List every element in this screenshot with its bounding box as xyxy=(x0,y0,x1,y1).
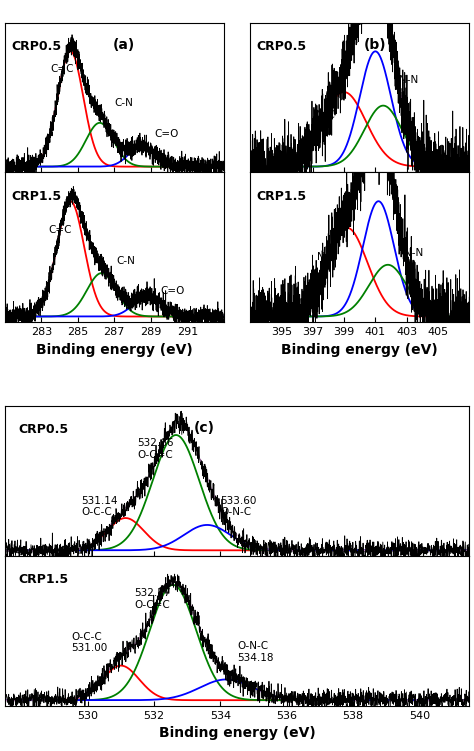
Text: N-C: N-C xyxy=(316,110,335,119)
Text: CRP0.5: CRP0.5 xyxy=(18,424,69,436)
Text: (a): (a) xyxy=(112,38,135,52)
Text: CRP0.5: CRP0.5 xyxy=(257,40,307,53)
Text: C=O: C=O xyxy=(155,129,179,140)
Text: O-C-C
531.00: O-C-C 531.00 xyxy=(71,632,107,653)
Text: 531.14
O-C-C: 531.14 O-C-C xyxy=(81,496,118,517)
Text: CRP1.5: CRP1.5 xyxy=(11,190,62,203)
Text: 532.57
O-C=C: 532.57 O-C=C xyxy=(134,588,171,610)
Text: N-N: N-N xyxy=(399,75,418,85)
Text: C=C: C=C xyxy=(48,225,72,235)
Text: C-N: C-N xyxy=(114,98,133,108)
Text: 533.60
O-N-C: 533.60 O-N-C xyxy=(220,496,257,517)
Text: C=C: C=C xyxy=(50,64,74,74)
X-axis label: Binding energy (eV): Binding energy (eV) xyxy=(282,342,438,357)
Text: N-C: N-C xyxy=(318,252,337,261)
Text: O-N-C
534.18: O-N-C 534.18 xyxy=(237,641,273,662)
Text: C-N: C-N xyxy=(116,256,135,266)
X-axis label: Binding energy (eV): Binding energy (eV) xyxy=(159,726,315,740)
Text: (b): (b) xyxy=(364,38,387,52)
Text: N-N: N-N xyxy=(403,248,423,258)
Text: C=O: C=O xyxy=(160,286,184,296)
Text: CRP1.5: CRP1.5 xyxy=(257,190,307,203)
Text: 532.66
O-C=C: 532.66 O-C=C xyxy=(137,438,174,460)
Text: CRP0.5: CRP0.5 xyxy=(11,40,62,53)
Text: CRP1.5: CRP1.5 xyxy=(18,573,69,587)
Text: (c): (c) xyxy=(193,421,214,435)
X-axis label: Binding energy (eV): Binding energy (eV) xyxy=(36,342,192,357)
